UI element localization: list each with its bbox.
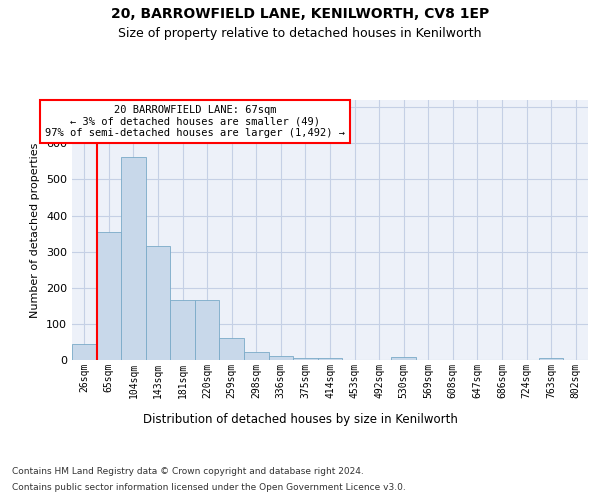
Bar [269,356,293,360]
Text: Contains HM Land Registry data © Crown copyright and database right 2024.: Contains HM Land Registry data © Crown c… [12,468,364,476]
Bar [318,358,342,360]
Text: Size of property relative to detached houses in Kenilworth: Size of property relative to detached ho… [118,28,482,40]
Text: 20, BARROWFIELD LANE, KENILWORTH, CV8 1EP: 20, BARROWFIELD LANE, KENILWORTH, CV8 1E… [111,8,489,22]
Bar [195,300,220,360]
Bar [220,338,244,360]
Bar [121,156,146,360]
Bar [539,358,563,360]
Y-axis label: Number of detached properties: Number of detached properties [31,142,40,318]
Text: 20 BARROWFIELD LANE: 67sqm
← 3% of detached houses are smaller (49)
97% of semi-: 20 BARROWFIELD LANE: 67sqm ← 3% of detac… [45,105,345,138]
Bar [97,232,121,360]
Bar [244,352,269,360]
Bar [146,246,170,360]
Bar [72,344,97,360]
Bar [391,358,416,360]
Text: Contains public sector information licensed under the Open Government Licence v3: Contains public sector information licen… [12,482,406,492]
Bar [293,358,318,360]
Text: Distribution of detached houses by size in Kenilworth: Distribution of detached houses by size … [143,412,457,426]
Bar [170,300,195,360]
